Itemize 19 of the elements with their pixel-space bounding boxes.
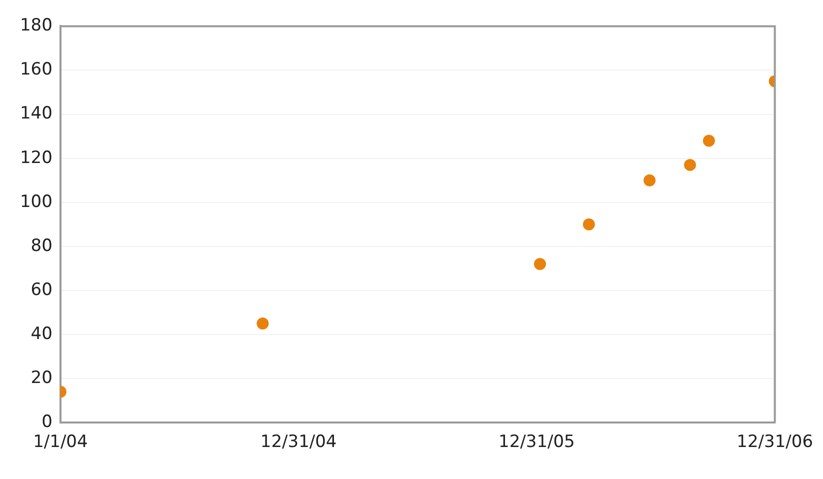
x-tick-label: 12/31/05 xyxy=(498,432,575,452)
x-tick-label: 1/1/04 xyxy=(33,432,88,452)
y-tick-label: 160 xyxy=(20,60,52,80)
y-tick-label: 60 xyxy=(30,280,52,300)
y-tick-label: 120 xyxy=(20,148,52,168)
y-tick-label: 40 xyxy=(30,324,52,344)
point xyxy=(684,158,696,171)
y-tick-label: 20 xyxy=(30,368,52,388)
point xyxy=(534,258,546,270)
x-tick-label: 12/31/04 xyxy=(260,432,337,452)
point xyxy=(702,134,715,147)
y-tick-label: 100 xyxy=(20,192,52,212)
point xyxy=(644,174,656,186)
x-tick-label: 12/31/06 xyxy=(736,432,814,452)
y-tick-label: 0 xyxy=(42,412,52,432)
y-tick-label: 180 xyxy=(20,16,52,36)
y-tick-label: 80 xyxy=(30,236,52,256)
y-tick-label: 140 xyxy=(20,104,52,124)
point xyxy=(582,218,595,230)
